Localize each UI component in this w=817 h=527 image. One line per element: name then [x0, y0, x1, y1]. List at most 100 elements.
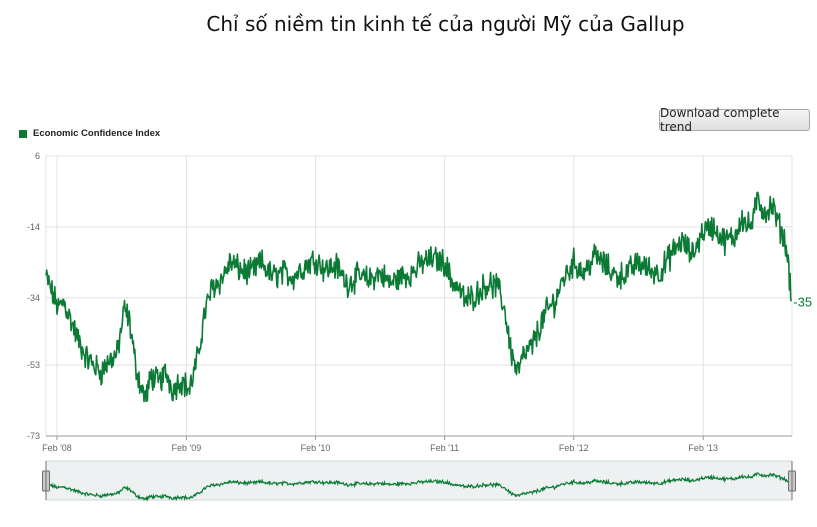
data-point [260, 261, 262, 263]
data-point [751, 222, 753, 224]
data-point [723, 240, 725, 242]
data-point [443, 261, 445, 263]
data-point [150, 375, 152, 377]
data-point [450, 279, 452, 281]
x-tick-label: Feb '12 [559, 443, 589, 453]
data-point [545, 311, 547, 313]
data-point [141, 389, 143, 391]
data-point [691, 254, 693, 256]
data-point [523, 353, 525, 355]
data-point [573, 261, 575, 263]
data-point [93, 364, 95, 366]
data-point [411, 272, 413, 274]
data-point [475, 293, 477, 295]
data-point [324, 268, 326, 270]
data-point [346, 282, 348, 284]
x-tick-label: Feb '11 [430, 443, 459, 453]
data-point [52, 293, 54, 295]
data-point [172, 389, 174, 391]
data-point [107, 360, 109, 362]
y-tick-label: -34 [27, 293, 40, 303]
y-tick-label: -14 [27, 222, 40, 232]
navigator-series-line [45, 472, 792, 502]
data-point [134, 364, 136, 366]
data-point [486, 282, 488, 284]
data-point [702, 229, 704, 231]
data-point [764, 212, 766, 214]
data-point [554, 300, 556, 302]
data-point [784, 240, 786, 242]
data-point [594, 254, 596, 256]
data-point [238, 268, 240, 270]
data-point [165, 371, 167, 373]
data-point [503, 307, 505, 309]
data-point [712, 226, 714, 228]
data-point [145, 396, 147, 398]
data-point [615, 275, 617, 277]
data-point [659, 272, 661, 274]
data-point [179, 378, 181, 380]
data-point [116, 353, 118, 355]
data-point [229, 261, 231, 263]
data-point [788, 265, 790, 267]
data-point [204, 311, 206, 313]
x-tick-label: Feb '09 [172, 443, 202, 453]
data-point [100, 371, 102, 373]
data-point [464, 300, 466, 302]
data-point [271, 275, 273, 277]
data-point [400, 275, 402, 277]
data-point [530, 346, 532, 348]
data-point [197, 357, 199, 359]
legend-swatch [19, 129, 27, 138]
data-point [604, 265, 606, 267]
data-point [129, 321, 131, 323]
data-point [188, 389, 190, 391]
data-point [378, 272, 380, 274]
data-point [740, 215, 742, 217]
page-title: Chỉ số niềm tin kinh tế của người Mỹ của… [0, 12, 817, 36]
data-point [85, 357, 87, 359]
data-point [303, 265, 305, 267]
data-point [756, 197, 758, 199]
data-point [626, 272, 628, 274]
y-tick-label: -53 [27, 360, 40, 370]
x-tick-label: Feb '13 [688, 443, 718, 453]
plot-area [45, 155, 793, 437]
data-point [211, 286, 213, 288]
data-point [746, 226, 748, 228]
data-point [562, 279, 564, 281]
x-tick-label: Feb '08 [42, 443, 72, 453]
data-point [669, 254, 671, 256]
chart-title: Chỉ số niềm tin kinh tế của người Mỹ của… [206, 12, 685, 36]
data-point [292, 275, 294, 277]
data-point [220, 279, 222, 281]
x-tick-label: Feb '10 [301, 443, 331, 453]
data-point [389, 282, 391, 284]
data-point [158, 382, 160, 384]
data-point [314, 258, 316, 260]
data-point [422, 261, 424, 263]
data-point [771, 204, 773, 206]
data-point [62, 300, 64, 302]
data-point [249, 272, 251, 274]
data-point [680, 240, 682, 242]
data-point [790, 300, 792, 302]
data-point [457, 286, 459, 288]
series-line-economic-confidence-index [45, 191, 793, 403]
data-point [637, 261, 639, 263]
data-point [357, 275, 359, 277]
data-point [510, 350, 512, 352]
data-point [57, 307, 59, 309]
data-point [583, 272, 585, 274]
data-point [123, 307, 125, 309]
data-point [733, 236, 735, 238]
data-point [69, 318, 71, 320]
last-value-label: -35 [793, 294, 812, 309]
data-point [367, 279, 369, 281]
download-trend-button[interactable]: Download complete trend [659, 106, 810, 134]
data-point [648, 268, 650, 270]
y-tick-label: -73 [27, 431, 40, 441]
data-point [432, 258, 434, 260]
data-point [77, 339, 79, 341]
